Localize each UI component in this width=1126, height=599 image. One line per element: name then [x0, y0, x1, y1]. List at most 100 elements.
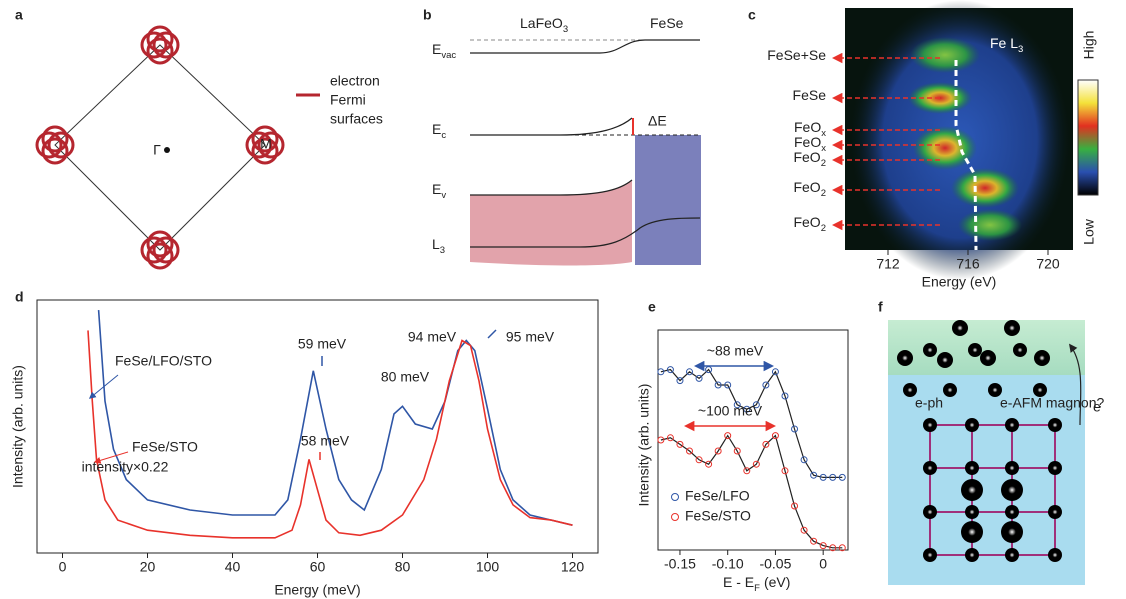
atom: [1048, 548, 1062, 562]
material-label-main: FeSe: [650, 15, 684, 31]
material-label-main: LaFeO: [520, 15, 563, 31]
peak-trace: [954, 60, 978, 251]
fermi-pocket: [41, 137, 69, 165]
data-point: [733, 447, 741, 455]
heatmap-title: Fe L3: [990, 35, 1023, 55]
data-point: [762, 440, 770, 448]
data-point: [781, 392, 789, 400]
x-tick-label: -0.10: [712, 556, 744, 572]
atom: [952, 320, 968, 336]
fermi-pocket: [146, 230, 174, 258]
data-point: [819, 473, 827, 481]
row-label-main: FeO: [794, 119, 821, 135]
atom: [923, 343, 937, 357]
data-point: [695, 374, 703, 382]
level-label: Ec: [432, 121, 446, 141]
legend-text: FeSe/LFO: [685, 488, 750, 504]
row-label: FeO2: [793, 214, 826, 234]
offset-label: ΔE: [648, 113, 667, 129]
fermi-pocket: [140, 31, 168, 59]
row-label: FeOx: [794, 134, 826, 154]
atom: [961, 521, 983, 543]
level-label-sub: vac: [441, 50, 456, 61]
label-arrow: [93, 451, 129, 464]
atom: [1004, 320, 1020, 336]
x-tick-label: 712: [876, 256, 900, 272]
data-point: [829, 544, 837, 552]
legend-text: surfaces: [330, 111, 383, 127]
fermi-pocket: [251, 137, 279, 165]
x-axis-label: Energy (meV): [274, 582, 360, 598]
annotation: 94 meV: [408, 329, 457, 345]
heatmap-blob: [913, 126, 977, 170]
atom: [980, 350, 996, 366]
data-point: [657, 368, 665, 376]
ec-level: [470, 117, 633, 136]
level-label-sub: 3: [440, 245, 445, 256]
row-label-sub: x: [821, 143, 826, 154]
fermi-pocket: [41, 125, 69, 153]
atom: [937, 352, 953, 368]
electron-path: [1068, 343, 1082, 426]
fermi-pocket: [152, 236, 180, 264]
data-point: [676, 377, 684, 385]
data-point: [666, 366, 674, 374]
x-axis-label-sub: F: [754, 583, 760, 594]
series-label: FeSe/LFO/STO: [115, 353, 212, 369]
atom: [1001, 521, 1023, 543]
data-point: [810, 537, 818, 545]
data-point: [838, 473, 846, 481]
m-label: M: [260, 136, 272, 152]
annotation: 58 meV: [301, 433, 350, 449]
data-point: [657, 436, 665, 444]
row-label-sub: 2: [821, 223, 826, 234]
data-point: [724, 381, 732, 389]
x-tick-label: -0.05: [759, 556, 791, 572]
atom: [923, 505, 937, 519]
data-point: [800, 526, 808, 534]
x-tick-label: 80: [395, 559, 411, 575]
row-label: FeO2: [793, 149, 826, 169]
atom: [1034, 350, 1050, 366]
data-point: [771, 368, 779, 376]
fermi-pocket: [140, 236, 168, 264]
atom: [968, 343, 982, 357]
row-label-sub: 2: [821, 158, 826, 169]
row-label-main: FeO: [794, 134, 821, 150]
atom: [1033, 383, 1047, 397]
fermi-pocket: [146, 25, 174, 53]
material-label: LaFeO3: [520, 15, 568, 35]
material-label-sub: 3: [563, 24, 568, 35]
data-point: [800, 456, 808, 464]
fermi-pocket: [152, 31, 180, 59]
data-point: [676, 440, 684, 448]
series-line: [660, 368, 843, 478]
level-label-main: E: [432, 181, 441, 197]
atom: [965, 505, 979, 519]
fese-region: [635, 135, 701, 265]
data-point: [705, 460, 713, 468]
data-point: [743, 405, 751, 413]
data-point: [838, 544, 846, 552]
x-tick-label: 100: [476, 559, 500, 575]
diagram-label: e-ph: [915, 395, 943, 411]
data-point: [714, 447, 722, 455]
data-point: [810, 471, 818, 479]
row-label-main: FeSe: [793, 87, 827, 103]
atom: [1048, 505, 1062, 519]
atom: [1005, 548, 1019, 562]
x-tick-label: 716: [956, 256, 980, 272]
atom: [1048, 418, 1062, 432]
data-point: [686, 447, 694, 455]
annotation-tick: [487, 329, 497, 339]
row-label: FeSe: [793, 87, 827, 103]
data-point: [791, 425, 799, 433]
row-label-sub: x: [821, 128, 826, 139]
legend-marker: [671, 513, 679, 521]
annotation: intensity×0.22: [82, 459, 169, 475]
x-axis-label: E - EF (eV): [723, 574, 790, 594]
legend-text: electron: [330, 73, 380, 89]
y-axis-label: Intensity (arb. units): [10, 365, 26, 488]
atom: [923, 461, 937, 475]
fermi-pocket: [35, 131, 63, 159]
